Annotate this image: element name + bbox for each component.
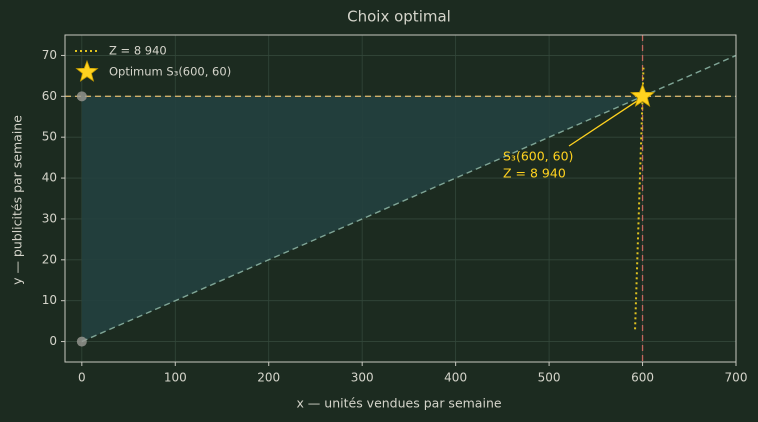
annotation-text: S₃(600, 60) (503, 149, 573, 164)
x-tick-label: 600 (631, 371, 654, 385)
vertex-point (76, 91, 87, 102)
y-tick-label: 20 (42, 252, 57, 266)
y-tick-label: 60 (42, 89, 57, 103)
x-tick-label: 200 (257, 371, 280, 385)
legend-swatch (75, 59, 99, 82)
series-line (634, 67, 645, 330)
y-tick-label: 50 (42, 130, 57, 144)
annotation-text: Z = 8 940 (503, 166, 566, 181)
y-tick-label: 40 (42, 171, 57, 185)
chart-title: Choix optimal (347, 8, 451, 26)
plot (65, 35, 736, 362)
x-axis-label: x — unités vendues par semaine (296, 396, 501, 411)
y-tick-label: 0 (49, 334, 57, 348)
series-line (81, 54, 736, 343)
legend-label: Optimum S₃(600, 60) (109, 65, 231, 79)
x-tick-label: 300 (351, 371, 374, 385)
vertex-point (76, 336, 87, 347)
annotation-arrow (568, 98, 640, 147)
x-tick-label: 400 (444, 371, 467, 385)
x-tick-label: 0 (78, 371, 86, 385)
y-tick-label: 10 (42, 293, 57, 307)
x-tick-label: 500 (538, 371, 561, 385)
y-tick-label: 70 (42, 48, 57, 62)
y-tick-label: 30 (42, 211, 57, 225)
y-axis-label: y — publicités par semaine (10, 115, 25, 285)
x-tick-label: 700 (725, 371, 748, 385)
legend-label: Z = 8 940 (109, 44, 167, 58)
optimum-star (630, 83, 656, 107)
plot-frame (64, 34, 737, 363)
x-tick-label: 100 (164, 371, 187, 385)
